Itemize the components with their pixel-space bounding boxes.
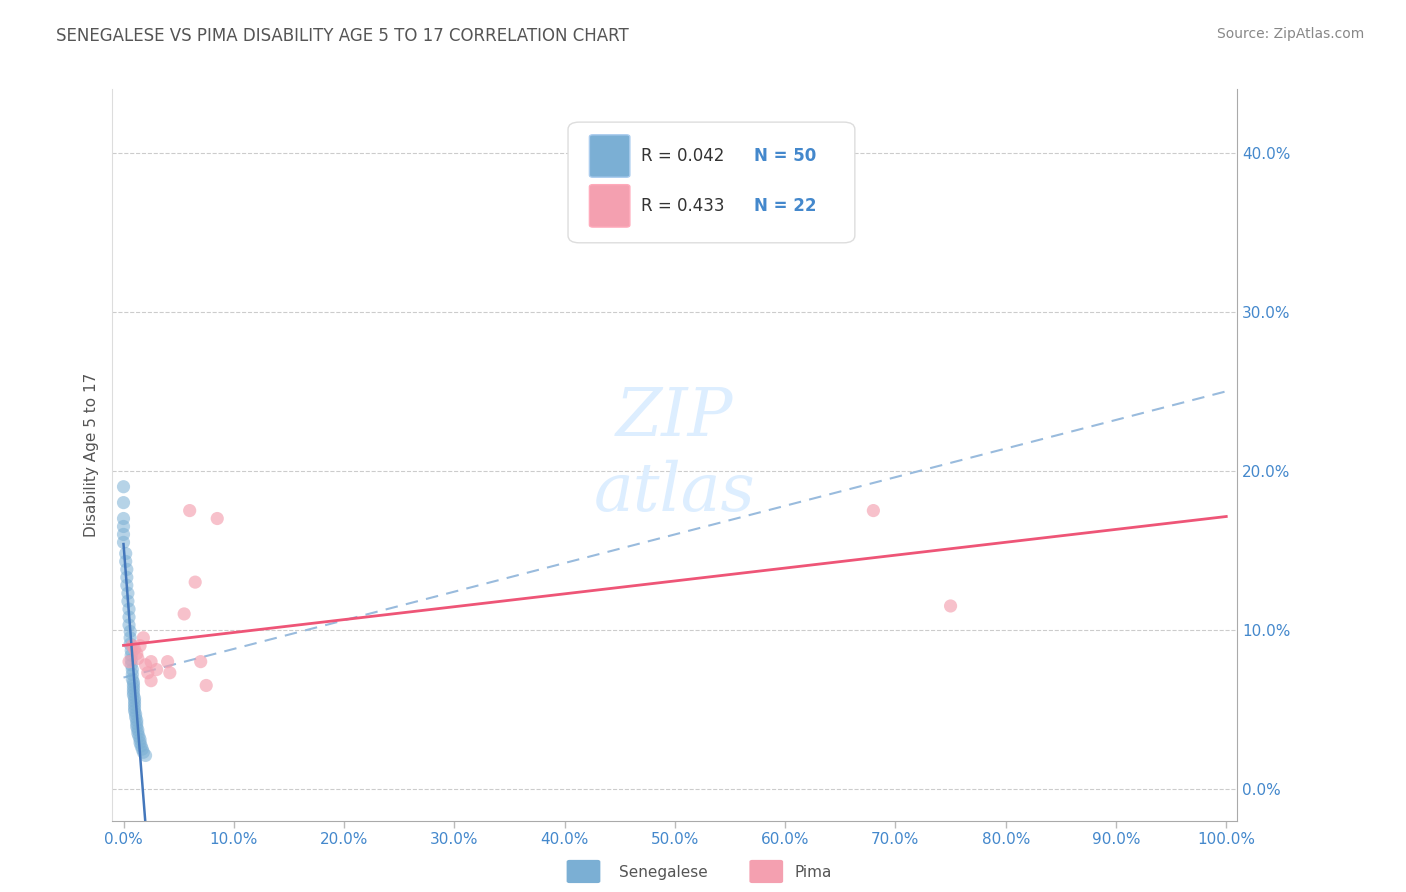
Text: R = 0.042: R = 0.042 — [641, 147, 724, 165]
Point — [114, 547, 136, 561]
Point — [121, 663, 143, 677]
Point — [139, 673, 162, 688]
Point — [939, 599, 962, 613]
Point — [124, 694, 146, 708]
Point — [117, 586, 139, 600]
Point — [124, 707, 146, 722]
Text: N = 22: N = 22 — [754, 197, 815, 215]
Point — [122, 675, 145, 690]
Point — [118, 602, 141, 616]
Text: N = 50: N = 50 — [754, 147, 815, 165]
Point — [129, 739, 152, 753]
Point — [112, 535, 135, 549]
Point — [129, 736, 152, 750]
Point — [120, 637, 142, 651]
Point — [127, 726, 149, 740]
Point — [207, 511, 229, 525]
Point — [122, 685, 145, 699]
Text: Pima: Pima — [794, 865, 832, 880]
Point — [114, 554, 136, 568]
Point — [124, 700, 146, 714]
FancyBboxPatch shape — [589, 135, 630, 178]
Text: Senegalese: Senegalese — [619, 865, 707, 880]
FancyBboxPatch shape — [568, 122, 855, 243]
Point — [125, 647, 148, 661]
Point — [862, 503, 884, 517]
Point — [132, 745, 155, 759]
Point — [112, 527, 135, 541]
Point — [122, 681, 145, 696]
Point — [156, 655, 179, 669]
Point — [121, 667, 143, 681]
Point — [124, 698, 146, 712]
Point — [112, 511, 135, 525]
Point — [115, 578, 138, 592]
Point — [127, 651, 149, 665]
Point — [122, 688, 145, 702]
Point — [120, 653, 142, 667]
Point — [127, 723, 149, 737]
Text: ZIP
atlas: ZIP atlas — [593, 384, 756, 525]
Point — [122, 678, 145, 692]
Point — [136, 665, 159, 680]
Point — [145, 663, 167, 677]
Point — [120, 631, 142, 645]
Point — [125, 714, 148, 728]
Point — [132, 631, 155, 645]
Point — [120, 648, 142, 663]
Text: Source: ZipAtlas.com: Source: ZipAtlas.com — [1216, 27, 1364, 41]
Point — [124, 710, 146, 724]
Point — [184, 575, 207, 590]
Point — [135, 748, 157, 763]
Point — [131, 742, 153, 756]
Point — [129, 732, 152, 747]
Point — [120, 643, 142, 657]
Point — [118, 655, 141, 669]
Point — [120, 624, 142, 639]
Point — [125, 720, 148, 734]
Point — [179, 503, 201, 517]
Point — [139, 655, 162, 669]
Point — [159, 665, 181, 680]
Point — [124, 691, 146, 706]
Point — [121, 672, 143, 686]
Point — [125, 716, 148, 731]
Point — [115, 562, 138, 576]
Point — [117, 594, 139, 608]
Point — [118, 618, 141, 632]
Point — [115, 570, 138, 584]
Point — [118, 610, 141, 624]
Point — [121, 639, 143, 653]
Text: SENEGALESE VS PIMA DISABILITY AGE 5 TO 17 CORRELATION CHART: SENEGALESE VS PIMA DISABILITY AGE 5 TO 1… — [56, 27, 628, 45]
Point — [120, 657, 142, 672]
Point — [112, 519, 135, 533]
Point — [195, 678, 218, 692]
Point — [112, 495, 135, 509]
Point — [112, 480, 135, 494]
Point — [173, 607, 195, 621]
Text: R = 0.433: R = 0.433 — [641, 197, 724, 215]
Point — [129, 639, 152, 653]
Point — [135, 657, 157, 672]
Point — [124, 641, 146, 656]
Point — [190, 655, 212, 669]
Y-axis label: Disability Age 5 to 17: Disability Age 5 to 17 — [83, 373, 98, 537]
Point — [128, 730, 150, 744]
Point — [124, 704, 146, 718]
FancyBboxPatch shape — [589, 185, 630, 227]
